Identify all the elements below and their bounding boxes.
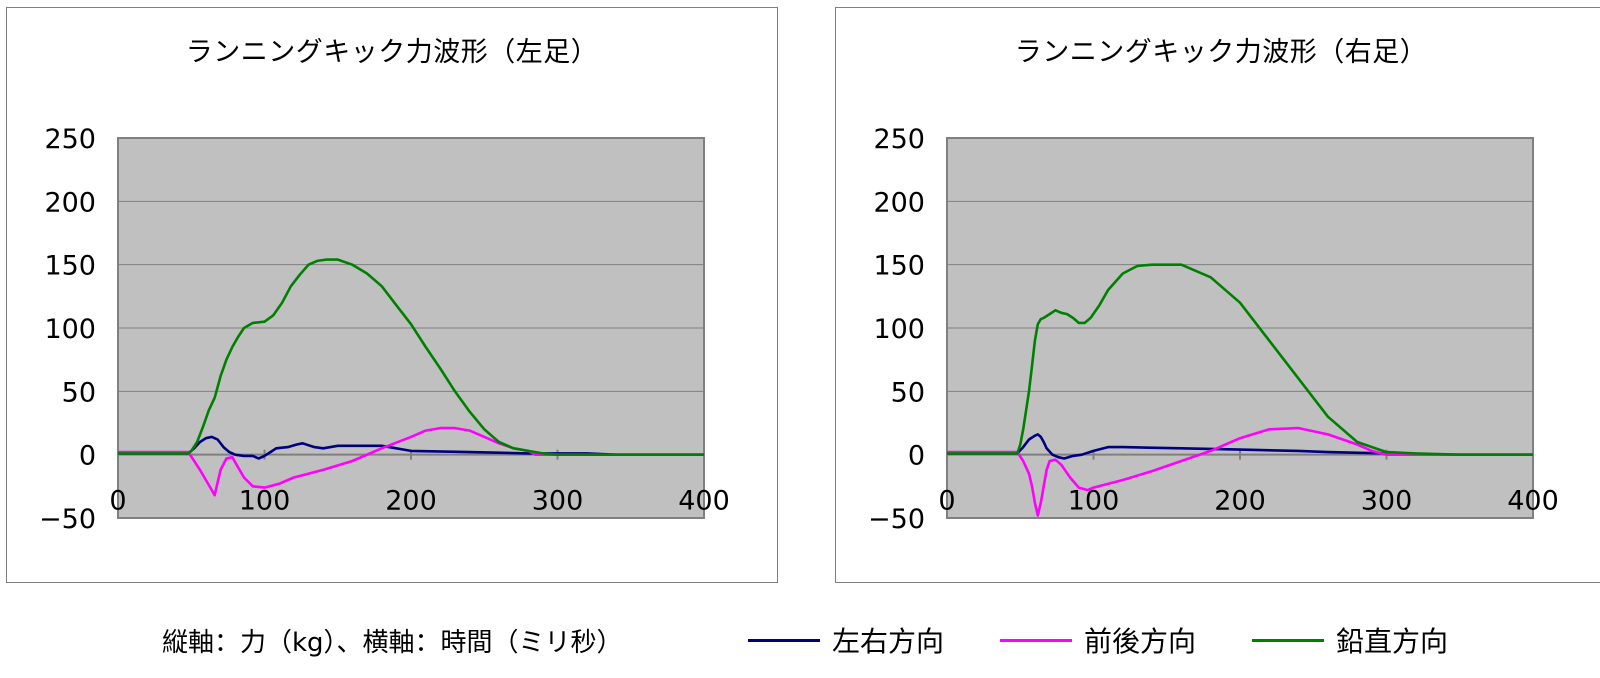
y-tick-label: −50 xyxy=(39,504,96,535)
y-tick-label: 0 xyxy=(79,441,96,472)
legend-item-vertical: 鉛直方向 xyxy=(1252,620,1448,660)
y-tick-label: 100 xyxy=(44,314,96,345)
x-tick-label: 100 xyxy=(239,486,291,517)
chart-panel-left: ランニングキック力波形（左足） −50 0 50 100 150 200 250 0 100 20… xyxy=(6,7,778,583)
x-tick-label: 100 xyxy=(1068,486,1120,517)
y-tick-label: 100 xyxy=(873,314,925,345)
y-tick-label: 150 xyxy=(44,251,96,282)
legend-swatch-anteroposterior xyxy=(1000,638,1073,642)
legend-label-anteroposterior: 前後方向 xyxy=(1084,625,1197,658)
legend-swatch-lateral xyxy=(748,638,820,642)
series-line xyxy=(118,258,704,457)
legend-label-vertical: 鉛直方向 xyxy=(1336,625,1449,658)
x-tick-label: 300 xyxy=(532,486,584,517)
y-tick-label: 250 xyxy=(873,124,925,155)
x-tick-label: 0 xyxy=(938,486,955,517)
y-tick-label: 150 xyxy=(873,251,925,282)
x-tick-label: 300 xyxy=(1361,486,1413,517)
x-tick-label: 400 xyxy=(1507,486,1559,517)
y-tick-label: 50 xyxy=(891,377,925,408)
chart-title-right: ランニングキック力波形（右足） xyxy=(1014,37,1428,68)
series-line xyxy=(118,426,704,497)
legend: 左右方向 前後方向 鉛直方向 xyxy=(748,620,1504,660)
legend-item-anteroposterior: 前後方向 xyxy=(1000,620,1196,660)
x-tick-label: 200 xyxy=(385,486,437,517)
legend-label-lateral: 左右方向 xyxy=(832,625,945,658)
legend-item-lateral: 左右方向 xyxy=(748,620,944,660)
x-tick-label: 400 xyxy=(678,486,730,517)
y-tick-label: 50 xyxy=(62,377,96,408)
y-tick-label: 200 xyxy=(873,187,925,218)
chart-left: −50 0 50 100 150 200 250 0 100 200 300 400 xyxy=(39,124,730,535)
chart-right: −50 0 50 100 150 200 250 0 100 200 300 400 xyxy=(868,124,1559,535)
legend-swatch-vertical xyxy=(1252,638,1325,642)
series-line xyxy=(118,435,704,460)
x-tick-label: 0 xyxy=(109,486,126,517)
y-tick-label: −50 xyxy=(868,504,925,535)
axis-units-note: 縦軸：力（kg）、横軸：時間（ミリ秒） xyxy=(162,628,623,658)
y-tick-label: 200 xyxy=(44,187,96,218)
series-line xyxy=(947,433,1533,460)
x-tick-label: 200 xyxy=(1214,486,1266,517)
series-line xyxy=(947,263,1533,457)
chart-title-left: ランニングキック力波形（左足） xyxy=(185,37,599,68)
y-tick-label: 0 xyxy=(908,441,925,472)
y-tick-label: 250 xyxy=(44,124,96,155)
chart-panel-right: ランニングキック力波形（右足） −50 0 50 100 150 200 250 0 100 20… xyxy=(835,7,1600,583)
series-line xyxy=(947,426,1533,517)
